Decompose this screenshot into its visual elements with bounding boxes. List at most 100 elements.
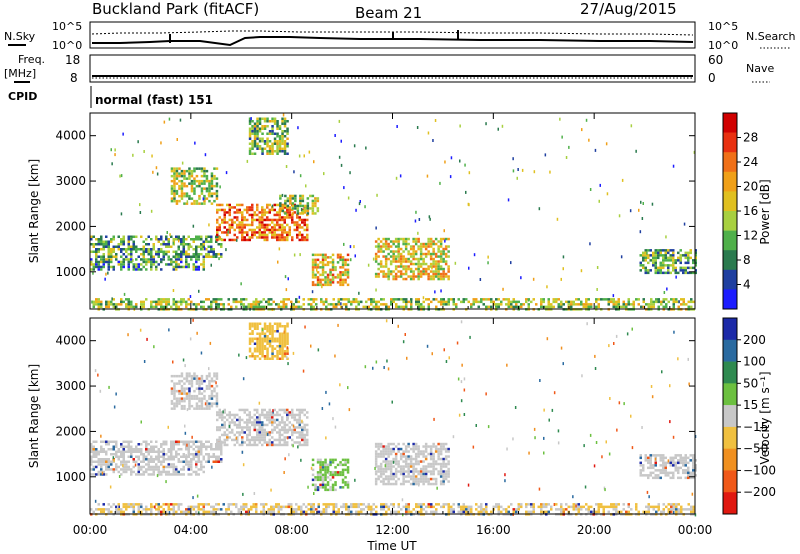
colorbar-tick-label: −15 [743,420,768,434]
colorbar-segment [723,383,737,406]
x-tick-label: 20:00 [577,523,612,537]
cpid-label: CPID [8,90,37,103]
colorbar-tick-label: −200 [743,485,776,499]
x-tick-label: 08:00 [274,523,309,537]
colorbar-segment [723,211,737,231]
nave-tick-top: 60 [708,53,723,67]
colorbar-segment [723,318,737,341]
nave-tick-bottom: 0 [708,71,716,85]
colorbar-tick-label: −100 [743,463,776,477]
region-0 [90,440,223,463]
y-tick-label: 2000 [55,219,86,233]
colorbar-tick-label: 200 [743,333,766,347]
region-5 [279,194,320,215]
colorbar-segment [723,289,737,310]
region-1 [90,258,205,271]
y-tick-label: 4000 [55,334,86,348]
noise-panel: N.Sky 10^5 10^0 10^5 10^0 N.Search [4,20,796,52]
colorbar-tick-label: 50 [743,376,758,390]
colorbar-tick-label: 12 [743,229,758,243]
power-y-label: Slant Range [km] [27,159,41,263]
region-5 [311,458,350,492]
beam-title: Beam 21 [355,4,422,22]
nave-label: Nave [746,62,774,75]
region-8 [639,249,697,275]
x-tick-label: 00:00 [73,523,108,537]
colorbar-segment [723,269,737,290]
x-tick-label: 00:00 [678,523,713,537]
colorbar-segment [723,152,737,173]
colorbar-segment [723,113,737,133]
colorbar-tick-label: −50 [743,442,768,456]
power-colorbar-label: Power [dB] [758,179,772,244]
colorbar-tick-label: 16 [743,204,758,218]
y-tick-label: 2000 [55,424,86,438]
y-tick-label: 1000 [55,470,86,484]
noise-right-label: N.Search [746,30,796,43]
x-tick-label: 12:00 [375,523,410,537]
region-4 [248,117,289,155]
velocity-y-ticks: 4000 3000 2000 1000 [55,334,695,484]
scatter-noise [91,113,696,311]
y-tick-label: 3000 [55,174,86,188]
colorbar-segment [723,171,737,192]
colorbar-tick-label: 15 [743,398,758,412]
colorbar-tick-label: 28 [743,131,758,145]
power-y-ticks: 4000 3000 2000 1000 [55,129,695,279]
noise-right-tick-top: 10^5 [708,20,738,33]
x-tick-label: 16:00 [476,523,511,537]
region-2 [170,372,219,410]
power-colorbar: 28 24 20 16 12 8 4 [722,112,758,310]
colorbar-segment [723,492,737,515]
region-6 [311,253,350,287]
colorbar-segment [723,230,737,251]
colorbar-tick-label: 100 [743,355,766,369]
noise-left-label: N.Sky [4,30,36,43]
power-heatmap [90,113,697,311]
colorbar-segment [723,191,737,212]
region-2 [170,167,219,205]
colorbar-segment [723,339,737,362]
freq-tick-top: 18 [65,53,80,67]
region-4 [248,322,289,360]
scatter-noise [94,318,697,517]
velocity-y-label: Slant Range [km] [27,364,41,468]
x-tick-label: 04:00 [174,523,209,537]
station-title: Buckland Park (fitACF) [92,0,259,18]
colorbar-segment [723,132,737,153]
x-axis-ticks: 00:00 04:00 08:00 12:00 16:00 20:00 00:00 [73,113,713,537]
colorbar-tick-label: 24 [743,155,758,169]
freq-panel: Freq. [MHz] 18 8 60 0 Nave [4,53,774,85]
colorbar-segment [723,426,737,449]
colorbar-segment [723,361,737,384]
x-axis-label: Time UT [366,539,417,553]
cpid-panel: CPID normal (fast) 151 [8,86,213,108]
freq-label: Freq. [18,53,45,66]
velocity-colorbar: 200 100 50 15 −15 −50 −100 −200 [722,317,776,515]
y-tick-label: 1000 [55,265,86,279]
colorbar-tick-label: 4 [743,278,751,292]
noise-sky-line [92,36,694,47]
noise-right-tick-bottom: 10^0 [708,39,738,52]
region-6 [374,442,450,486]
colorbar-segment [723,448,737,471]
freq-unit: [MHz] [4,67,36,80]
freq-tick-bottom: 8 [70,71,78,85]
region-0 [90,235,223,258]
colorbar-segment [723,250,737,271]
y-tick-label: 3000 [55,379,86,393]
power-panel: 4000 3000 2000 1000 Slant Range [km] 28 24 20… [27,112,772,311]
colorbar-segment [723,405,737,428]
colorbar-segment [723,470,737,493]
colorbar-tick-label: 20 [743,180,758,194]
y-tick-label: 4000 [55,129,86,143]
noise-left-tick-bottom: 10^0 [52,39,82,52]
region-7 [639,454,697,480]
region-7 [374,237,450,281]
velocity-panel: 4000 3000 2000 1000 Slant Range [km] 200 100… [27,317,776,517]
velocity-colorbar-label: Velocity [m s⁻¹] [758,371,772,464]
region-8 [90,503,695,516]
velocity-heatmap [90,318,697,517]
region-1 [90,463,205,476]
